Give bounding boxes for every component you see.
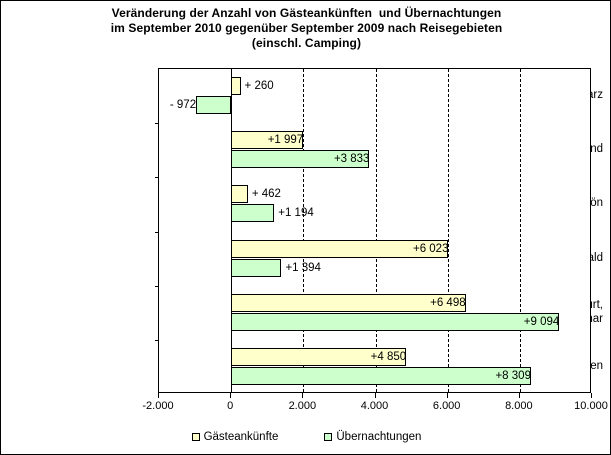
gridline xyxy=(375,69,377,392)
plot-area: + 260 - 972 +1 997 +3 833 + 462 +1 194 +6 023 +… xyxy=(155,68,591,393)
bar-value-label: +8 309 xyxy=(495,369,531,382)
axis-tick xyxy=(302,393,304,398)
axis-tick xyxy=(591,393,592,398)
bar xyxy=(231,185,248,204)
bar-value-label: + 260 xyxy=(244,80,274,93)
gridline xyxy=(303,69,305,392)
bar xyxy=(231,150,370,169)
legend-swatch-icon xyxy=(191,433,200,441)
bar xyxy=(231,204,275,223)
bar-value-label: + 462 xyxy=(251,188,281,201)
legend-label: Übernachtungen xyxy=(336,431,422,443)
axis-tick-label: 4.000 xyxy=(360,400,389,412)
gridline xyxy=(447,69,449,392)
axis-tick-label: 0 xyxy=(227,400,234,412)
bar-value-label: +9 094 xyxy=(523,315,560,328)
category-tick xyxy=(155,339,159,341)
axis-tick-label: 2.000 xyxy=(288,400,317,412)
category-tick xyxy=(155,177,159,179)
legend-item[interactable]: Gästeankünfte xyxy=(191,431,279,443)
bar xyxy=(231,312,560,331)
bar-value-label: +1 194 xyxy=(278,207,314,220)
chart-title-line-3: (einschl. Camping) xyxy=(251,36,362,50)
axis-tick-label: 8.000 xyxy=(505,400,533,412)
category-tick xyxy=(155,285,159,287)
bar-value-label: +1 394 xyxy=(285,261,321,274)
axis-tick xyxy=(518,393,520,398)
bar-value-label: - 972 xyxy=(169,99,197,112)
axis-tick-label: 10.000 xyxy=(574,400,608,412)
axis-tick xyxy=(230,393,232,398)
category-tick xyxy=(155,231,159,233)
category-tick xyxy=(155,123,159,125)
chart-legend: Gästeankünfte Übernachtungen xyxy=(1,431,611,443)
chart-title-line-1: Veränderung der Anzahl von Gästeankünfte… xyxy=(111,6,502,20)
legend-item[interactable]: Übernachtungen xyxy=(324,431,421,443)
axis-tick-label: 6.000 xyxy=(432,400,461,412)
bar xyxy=(231,131,304,150)
axis-tick xyxy=(374,393,376,398)
legend-label: Gästeankünfte xyxy=(203,431,279,443)
bar xyxy=(231,258,282,277)
bar-value-label: +3 833 xyxy=(333,153,370,166)
axis-tick xyxy=(446,393,448,398)
gridline xyxy=(519,69,521,392)
bar-value-label: +4 850 xyxy=(370,350,407,363)
bar xyxy=(231,239,449,258)
axis-tick-label: -2.000 xyxy=(142,400,174,412)
bar xyxy=(231,77,241,96)
legend-swatch-icon xyxy=(324,433,333,441)
chart-title: Veränderung der Anzahl von Gästeankünfte… xyxy=(1,6,611,51)
bar xyxy=(231,293,466,312)
bar xyxy=(231,347,407,366)
bar-value-label: +1 997 xyxy=(267,134,304,147)
bar xyxy=(196,96,232,115)
bar-value-label: +6 023 xyxy=(412,242,449,255)
zero-line xyxy=(231,69,233,392)
axis-tick xyxy=(158,393,159,398)
bar xyxy=(231,366,531,385)
bar-value-label: +6 498 xyxy=(430,296,466,309)
chart-title-line-2: im September 2010 gegenüber September 20… xyxy=(110,21,503,35)
